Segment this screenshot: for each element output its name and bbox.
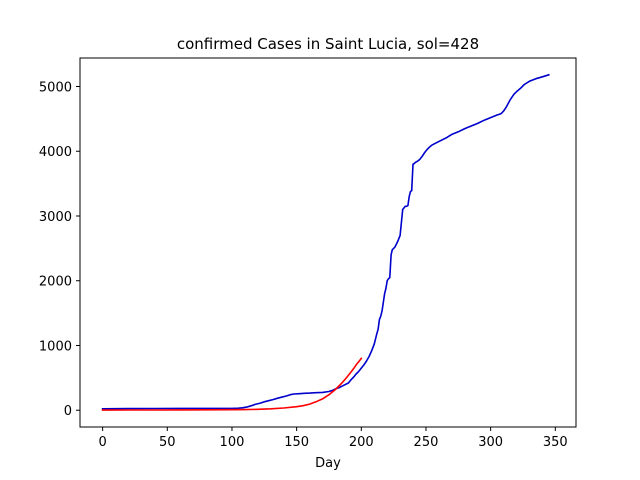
series-line-1 [101,73,550,410]
plot-content [101,73,550,411]
x-tick-label: 200 [349,435,374,450]
x-tick-label: 350 [543,435,568,450]
series-line-2 [101,357,363,411]
axes-frame [79,57,577,428]
y-tick-label: 3000 [39,210,72,225]
y-tick-label: 2000 [39,275,72,290]
x-tick-label: 100 [220,435,245,450]
x-axis-label: Day [315,456,341,471]
axes: 0 50 100 150 200 250 300 350 0 1000 2000 3000 4000 50… [39,57,577,450]
x-tick-label: 300 [478,435,503,450]
x-tick-label: 50 [159,435,176,450]
y-tick-label: 4000 [39,145,72,160]
x-tick-label: 150 [284,435,309,450]
y-tick-label: 1000 [39,339,72,354]
y-tick-label: 0 [64,404,72,419]
x-tick-label: 0 [98,435,106,450]
y-tick-label: 5000 [39,80,72,95]
x-tick-label: 250 [414,435,439,450]
chart-title: confirmed Cases in Saint Lucia, sol=428 [177,35,479,53]
